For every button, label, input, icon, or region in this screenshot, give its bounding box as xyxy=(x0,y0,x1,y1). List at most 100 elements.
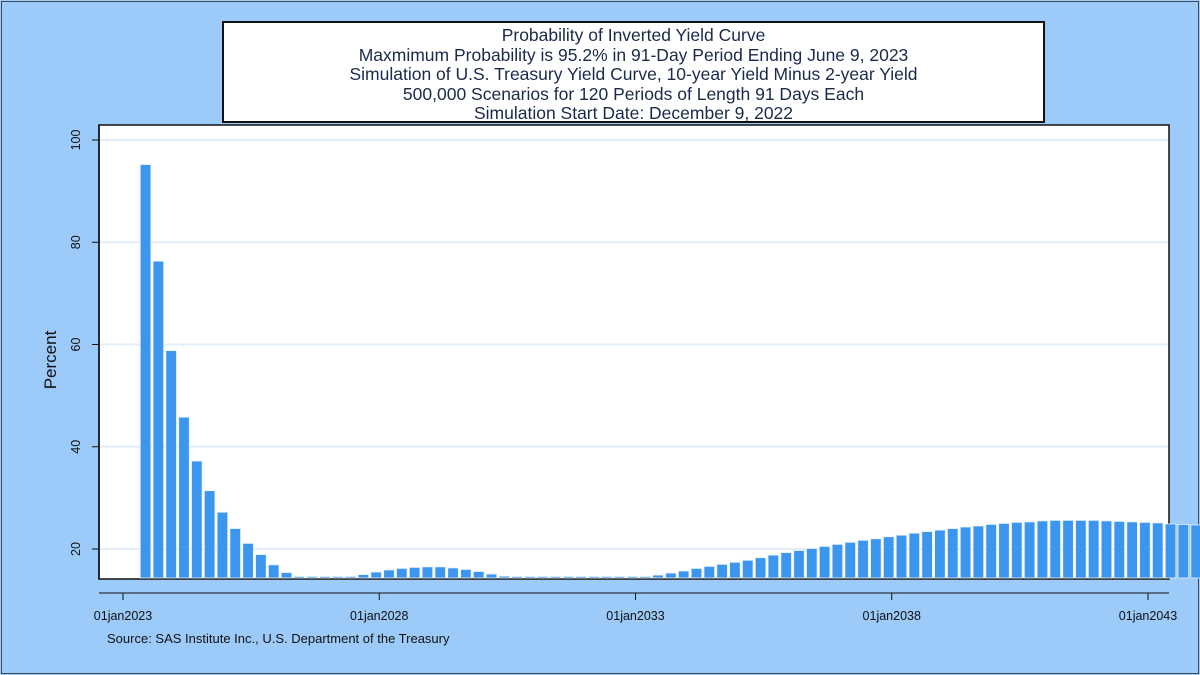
bar xyxy=(421,566,434,579)
x-tick-label: 01jan2033 xyxy=(606,609,664,623)
bar xyxy=(677,570,690,579)
bar xyxy=(203,490,216,579)
y-tick-label: 20 xyxy=(69,542,83,556)
y-tick-label: 40 xyxy=(69,440,83,454)
bar xyxy=(729,561,741,579)
bar xyxy=(229,528,241,579)
bar xyxy=(537,576,549,579)
bar xyxy=(882,536,895,579)
bar xyxy=(370,571,382,579)
bar-series xyxy=(139,164,1200,579)
chart-title-line-2: Maxmimum Probability is 95.2% in 91-Day … xyxy=(358,44,909,65)
bar xyxy=(255,554,267,579)
bar xyxy=(549,576,562,579)
bar xyxy=(601,576,613,579)
bar xyxy=(1113,520,1126,579)
bar xyxy=(396,568,408,579)
bar xyxy=(1087,519,1100,579)
x-tick-label: 01jan2043 xyxy=(1119,609,1177,623)
y-tick-label: 80 xyxy=(69,235,83,249)
bar xyxy=(139,164,152,579)
bar xyxy=(1190,524,1200,579)
bar xyxy=(998,523,1010,579)
bar xyxy=(767,554,780,579)
bar xyxy=(152,260,165,579)
bar xyxy=(1126,521,1138,579)
bar xyxy=(1164,523,1177,579)
chart-title-box: Probability of Inverted Yield Curve Maxm… xyxy=(222,21,1045,123)
y-axis: 20 40 60 80 100 xyxy=(69,125,100,579)
bar xyxy=(716,563,728,579)
bar xyxy=(447,567,459,579)
x-tick-label: 01jan2038 xyxy=(863,609,921,623)
bar xyxy=(293,576,306,579)
bar xyxy=(754,557,767,579)
bar xyxy=(1100,520,1113,579)
bar xyxy=(460,569,472,579)
bar xyxy=(472,571,485,579)
bar xyxy=(357,574,370,579)
bar xyxy=(703,565,716,579)
bar xyxy=(857,539,869,579)
bar xyxy=(652,574,664,579)
chart-title-line-5: Simulation Start Date: December 9, 2022 xyxy=(473,103,794,124)
bar xyxy=(319,576,331,579)
gridlines xyxy=(100,139,1168,550)
bar xyxy=(626,576,639,579)
bar xyxy=(1177,524,1190,579)
bar xyxy=(306,576,318,579)
bar xyxy=(485,573,498,579)
x-tick-label: 01jan2028 xyxy=(350,609,408,623)
bar xyxy=(434,566,446,579)
bar xyxy=(665,572,677,579)
chart-title-line-3: Simulation of U.S. Treasury Yield Curve,… xyxy=(349,64,918,85)
bar xyxy=(972,525,985,579)
plot-area xyxy=(98,124,1170,580)
bar xyxy=(191,460,203,579)
bar xyxy=(959,526,972,579)
bar xyxy=(895,534,908,579)
x-tick-label: 01jan2023 xyxy=(94,609,152,623)
bar xyxy=(332,576,344,579)
bar xyxy=(344,576,357,579)
bar xyxy=(934,529,946,579)
bar xyxy=(562,576,575,579)
bar xyxy=(242,542,254,579)
bar xyxy=(947,528,959,579)
bar xyxy=(524,576,536,579)
y-axis-label: Percent xyxy=(41,330,60,389)
bar xyxy=(690,568,703,579)
y-tick-label: 60 xyxy=(69,338,83,352)
bar xyxy=(178,416,190,579)
bar xyxy=(588,576,600,579)
bar xyxy=(1036,520,1049,579)
bar xyxy=(806,548,818,579)
bar xyxy=(1152,522,1164,579)
bar xyxy=(383,569,395,579)
bar xyxy=(575,576,587,579)
chart-title-line-1: Probability of Inverted Yield Curve xyxy=(501,25,766,45)
bar xyxy=(613,576,626,579)
bar xyxy=(1011,522,1023,579)
bar xyxy=(793,550,805,579)
bar xyxy=(780,552,792,579)
bar xyxy=(280,572,293,579)
x-axis: 01jan2023 01jan2028 01jan2033 01jan2038 01ja… xyxy=(94,593,1177,623)
bar xyxy=(908,532,921,579)
bar xyxy=(511,576,523,579)
bar xyxy=(216,511,229,579)
bar xyxy=(267,564,280,579)
bar xyxy=(831,543,844,579)
bar xyxy=(498,575,511,579)
bar xyxy=(985,524,997,579)
bar xyxy=(1075,519,1087,579)
bar xyxy=(921,531,933,579)
bar xyxy=(818,546,831,579)
bar xyxy=(1139,522,1151,579)
bar xyxy=(870,538,882,579)
bar xyxy=(1062,519,1074,579)
bar xyxy=(844,541,856,579)
bar xyxy=(165,350,177,579)
source-note: Source: SAS Institute Inc., U.S. Departm… xyxy=(107,631,450,646)
